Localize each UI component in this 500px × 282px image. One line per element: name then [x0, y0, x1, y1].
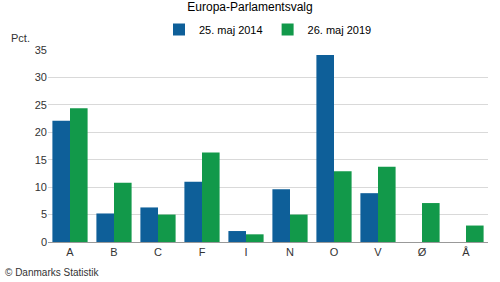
svg-text:10: 10 — [35, 181, 47, 193]
svg-text:Europa-Parlamentsvalg: Europa-Parlamentsvalg — [187, 0, 312, 14]
svg-text:F: F — [199, 246, 206, 258]
svg-text:A: A — [66, 246, 74, 258]
svg-text:30: 30 — [35, 71, 47, 83]
svg-text:N: N — [286, 246, 294, 258]
svg-text:I: I — [244, 246, 247, 258]
svg-text:0: 0 — [41, 236, 47, 248]
svg-text:Pct.: Pct. — [11, 32, 30, 44]
svg-text:25: 25 — [35, 99, 47, 111]
svg-text:35: 35 — [35, 44, 47, 56]
svg-text:15: 15 — [35, 154, 47, 166]
svg-text:V: V — [374, 246, 382, 258]
svg-text:Å: Å — [462, 246, 470, 258]
svg-text:20: 20 — [35, 126, 47, 138]
svg-text:Ø: Ø — [418, 246, 427, 258]
svg-text:25. maj 2014: 25. maj 2014 — [199, 24, 263, 36]
svg-text:C: C — [154, 246, 162, 258]
svg-text:5: 5 — [41, 208, 47, 220]
svg-text:B: B — [110, 246, 117, 258]
svg-text:26. maj 2019: 26. maj 2019 — [308, 24, 372, 36]
svg-text:O: O — [330, 246, 339, 258]
svg-text:© Danmarks Statistik: © Danmarks Statistik — [5, 267, 100, 278]
